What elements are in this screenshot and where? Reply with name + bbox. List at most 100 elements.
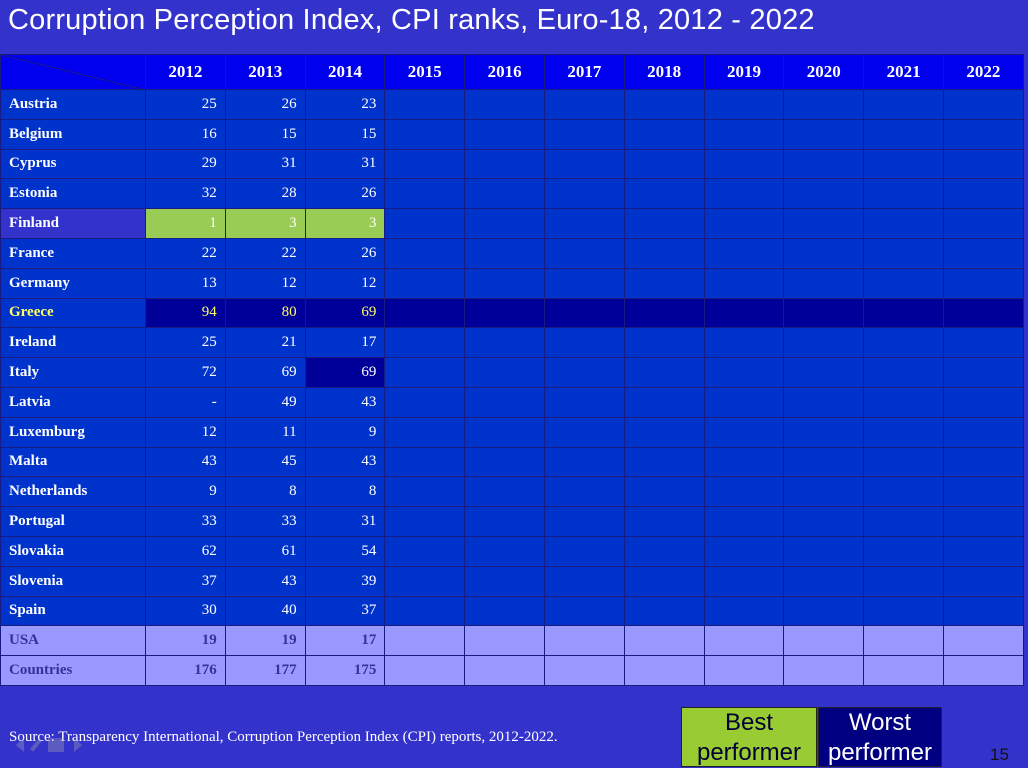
value-cell: 80: [224, 297, 306, 329]
value-cell: [863, 118, 944, 150]
value-cell: [703, 297, 785, 329]
year-header: 2021: [863, 54, 944, 90]
country-cell: Germany: [0, 267, 146, 299]
value-cell: [942, 118, 1024, 150]
forward-arrow-icon[interactable]: [74, 738, 90, 752]
country-cell: Slovenia: [0, 565, 146, 597]
value-cell: [942, 625, 1024, 657]
value-cell: [623, 297, 705, 329]
value-cell: [783, 327, 865, 359]
value-cell: [384, 267, 466, 299]
value-cell: [863, 476, 944, 508]
country-cell: Italy: [0, 357, 146, 388]
value-cell: 15: [224, 118, 306, 150]
value-cell: [783, 535, 865, 567]
value-cell: [543, 625, 625, 657]
table-row: Estonia 32 28 26: [0, 178, 1024, 210]
value-cell: 11: [224, 416, 306, 448]
value-cell: [703, 237, 785, 269]
pen-icon[interactable]: [29, 738, 43, 752]
value-cell: [464, 208, 545, 239]
country-cell: Cyprus: [0, 148, 146, 180]
value-cell: [942, 89, 1024, 120]
country-cell: Austria: [0, 89, 146, 120]
table-row: Slovenia 37 43 39: [0, 565, 1024, 597]
value-cell: [942, 178, 1024, 210]
value-cell: [623, 625, 705, 657]
country-cell: Malta: [0, 446, 146, 478]
value-cell: -: [145, 386, 226, 418]
value-cell: 29: [145, 148, 226, 180]
table-row: Latvia -49 43: [0, 386, 1024, 418]
value-cell: [942, 267, 1024, 299]
slide-nav: [8, 738, 90, 752]
table-row: Ireland 25 21 17: [0, 327, 1024, 359]
value-cell: [863, 506, 944, 537]
value-cell: [942, 565, 1024, 597]
menu-icon[interactable]: [48, 738, 64, 752]
value-cell: [464, 297, 545, 329]
value-cell: [783, 655, 865, 686]
country-cell: Ireland: [0, 327, 146, 359]
value-cell: [942, 595, 1024, 627]
value-cell: [464, 267, 545, 299]
value-cell: [384, 386, 466, 418]
value-cell: [464, 118, 545, 150]
value-cell: 33: [224, 506, 306, 537]
value-cell: [543, 595, 625, 627]
table-row: Belgium 16 15 15: [0, 118, 1024, 150]
value-cell: [543, 357, 625, 388]
value-cell: [464, 506, 545, 537]
value-cell: [464, 625, 545, 657]
value-cell: [863, 595, 944, 627]
value-cell: 31: [304, 148, 386, 180]
value-cell: [623, 118, 705, 150]
value-cell: [623, 148, 705, 180]
value-cell: 37: [304, 595, 386, 627]
value-cell: [464, 535, 545, 567]
value-cell: 8: [224, 476, 306, 508]
value-cell: [942, 446, 1024, 478]
value-cell: [703, 416, 785, 448]
page-number: 15: [990, 745, 1009, 764]
year-header: 2016: [464, 54, 545, 90]
value-cell: [384, 476, 466, 508]
table-row: France 22 22 26: [0, 237, 1024, 269]
value-cell: 69: [304, 357, 386, 388]
value-cell: [384, 327, 466, 359]
value-cell: [703, 386, 785, 418]
value-cell: [942, 655, 1024, 686]
value-cell: 62: [145, 535, 226, 567]
value-cell: [783, 476, 865, 508]
value-cell: 15: [304, 118, 386, 150]
value-cell: [863, 446, 944, 478]
country-cell: Countries: [0, 655, 146, 686]
value-cell: [543, 416, 625, 448]
value-cell: [783, 506, 865, 537]
value-cell: [623, 386, 705, 418]
table-row: Portugal 33 33 31: [0, 506, 1024, 537]
value-cell: [703, 267, 785, 299]
value-cell: [783, 595, 865, 627]
value-cell: [863, 386, 944, 418]
table-row: Malta 43 45 43: [0, 446, 1024, 478]
value-cell: [464, 446, 545, 478]
year-header: 2018: [623, 54, 705, 90]
value-cell: [623, 655, 705, 686]
value-cell: [783, 148, 865, 180]
value-cell: [543, 118, 625, 150]
value-cell: [464, 476, 545, 508]
value-cell: [384, 506, 466, 537]
value-cell: [783, 208, 865, 239]
value-cell: 25: [145, 89, 226, 120]
back-arrow-icon[interactable]: [8, 738, 24, 752]
value-cell: 22: [145, 237, 226, 269]
value-cell: [783, 416, 865, 448]
value-cell: [464, 565, 545, 597]
value-cell: [942, 386, 1024, 418]
value-cell: [543, 327, 625, 359]
value-cell: [863, 89, 944, 120]
value-cell: [543, 446, 625, 478]
corner-cell: [0, 54, 146, 90]
value-cell: [942, 237, 1024, 269]
